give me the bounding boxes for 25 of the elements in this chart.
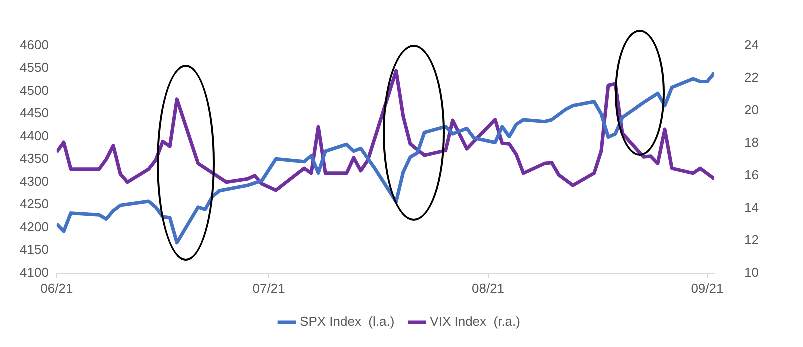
- y-tick-label: 4450: [20, 106, 49, 121]
- y2-tick-label: 16: [744, 167, 760, 182]
- y-tick-label: 4500: [20, 82, 49, 98]
- y-tick-label: 4550: [20, 60, 49, 76]
- y-tick-label: 4250: [20, 196, 49, 212]
- x-tick-label: 06/21: [40, 280, 74, 296]
- y2-tick-label: 14: [744, 200, 760, 215]
- y2-tick-label: 20: [744, 102, 760, 118]
- y-tick-label: 4600: [20, 37, 49, 52]
- y-tick-label: 4200: [20, 219, 49, 234]
- legend-label: VIX Index (r.a.): [430, 314, 520, 330]
- x-tick-label: 08/21: [472, 280, 505, 296]
- y-tick-label: 4300: [20, 174, 49, 189]
- x-tick-label: 07/21: [252, 280, 286, 296]
- y2-tick-label: 12: [744, 232, 760, 248]
- y-tick-label: 4350: [20, 151, 49, 166]
- y-tick-label: 4400: [20, 128, 49, 144]
- y-tick-label: 4100: [20, 264, 49, 280]
- legend-label: SPX Index (l.a.): [300, 314, 395, 330]
- y2-tick-label: 10: [744, 264, 760, 280]
- y2-tick-label: 24: [744, 37, 760, 52]
- y-tick-label: 4150: [20, 242, 49, 258]
- y2-tick-label: 22: [744, 70, 760, 85]
- y2-tick-label: 18: [744, 134, 760, 150]
- x-tick-label: 09/21: [691, 280, 724, 296]
